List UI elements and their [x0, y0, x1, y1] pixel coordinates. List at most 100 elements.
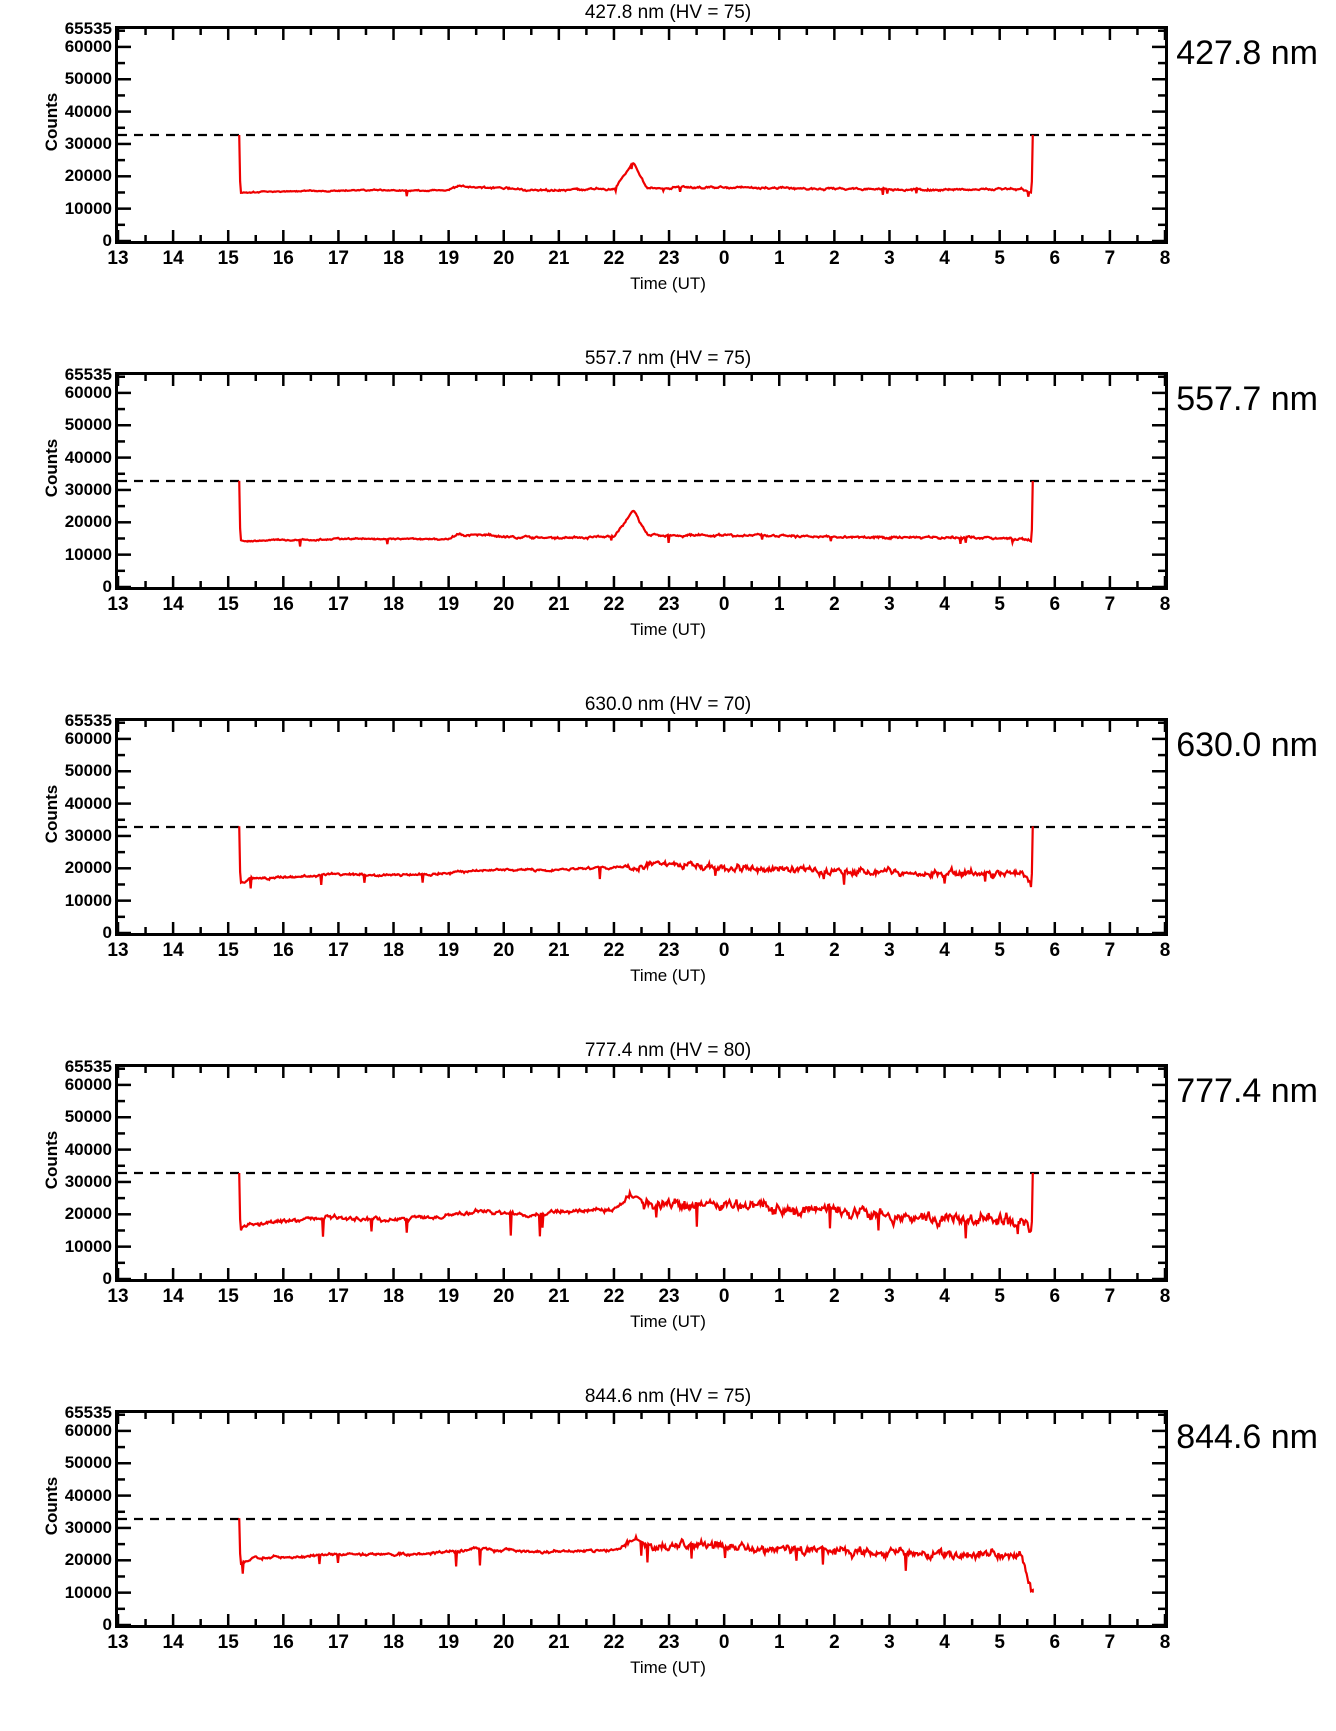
- y-tick-label: 50000: [64, 761, 112, 781]
- y-tick-label: 65535: [64, 1403, 112, 1422]
- x-tick-label: 8: [1159, 1286, 1171, 1307]
- x-tick-label: 14: [162, 1632, 184, 1653]
- x-tick-label: 17: [327, 1286, 349, 1307]
- x-tick-label: 7: [1104, 594, 1116, 615]
- plot-frame: [115, 718, 1168, 936]
- panel-title: 630.0 nm (HV = 70): [584, 694, 752, 715]
- x-tick-label: 18: [382, 1632, 405, 1653]
- x-tick-label: 13: [107, 940, 129, 961]
- panel-annotation: 844.6 nm: [1176, 1418, 1318, 1456]
- plot-area: Counts 65535 60000 50000 40000 30000 20000 100…: [0, 1404, 1336, 1690]
- x-tick-label: 21: [548, 1632, 570, 1653]
- x-tick-label: 20: [493, 594, 515, 615]
- data-trace: [238, 1518, 1034, 1594]
- y-tick-label: 40000: [64, 101, 112, 121]
- x-tick-label: 15: [217, 1632, 239, 1653]
- y-tick-label: 30000: [64, 1517, 112, 1537]
- x-tick-label: 20: [493, 940, 515, 961]
- x-tick-label: 16: [272, 1286, 294, 1307]
- x-tick-label: 3: [884, 940, 895, 961]
- x-tick-label: 5: [994, 594, 1005, 615]
- x-tick-label: 13: [107, 1632, 129, 1653]
- x-tick-label: 6: [1049, 594, 1061, 615]
- y-tick-label: 40000: [64, 1139, 112, 1159]
- x-axis-title: Time (UT): [630, 966, 706, 985]
- x-tick-label: 19: [438, 1632, 460, 1653]
- plot-area: Counts 65535 60000 50000 40000 30000 20000 100…: [0, 712, 1336, 998]
- y-tick-label: 30000: [64, 133, 112, 153]
- plot-canvas: [116, 1413, 1167, 1627]
- y-tick-label: 60000: [64, 36, 112, 56]
- y-tick-label: 50000: [64, 415, 112, 435]
- x-tick-label: 18: [382, 1286, 405, 1307]
- x-tick-label: 15: [217, 248, 239, 269]
- y-tick-label: 0: [102, 923, 112, 942]
- x-tick-label: 15: [217, 940, 239, 961]
- x-tick-label: 13: [107, 594, 129, 615]
- x-tick-label: 5: [994, 248, 1005, 269]
- x-tick-label: 0: [718, 248, 730, 269]
- x-tick-label: 16: [272, 248, 294, 269]
- plot-canvas: [116, 721, 1167, 935]
- y-tick-label: 0: [102, 1269, 112, 1288]
- x-tick-label: 14: [162, 940, 184, 961]
- y-tick-label: 20000: [64, 512, 112, 532]
- panel-title: 557.7 nm (HV = 75): [584, 348, 752, 369]
- x-tick-label: 17: [327, 940, 349, 961]
- plot-area: Counts 65535 60000 50000 40000 30000 20000 100…: [0, 1058, 1336, 1344]
- x-tick-label: 19: [438, 940, 460, 961]
- y-tick-label: 0: [102, 577, 112, 596]
- y-tick-label: 65535: [64, 1057, 112, 1076]
- panel-title: 427.8 nm (HV = 75): [584, 2, 752, 23]
- y-tick-label: 0: [102, 231, 112, 250]
- x-tick-label: 0: [718, 940, 730, 961]
- panel-annotation: 630.0 nm: [1176, 726, 1318, 764]
- x-tick-label: 16: [272, 1632, 294, 1653]
- y-tick-label: 20000: [64, 1204, 112, 1224]
- x-tick-label: 0: [718, 1286, 730, 1307]
- x-tick-label: 13: [107, 248, 129, 269]
- y-tick-label: 20000: [64, 166, 112, 186]
- x-tick-label: 16: [272, 594, 294, 615]
- y-tick-label: 50000: [64, 1453, 112, 1473]
- y-tick-labels: 65535 60000 50000 40000 30000 20000 10000 0: [0, 1404, 112, 1633]
- x-tick-label: 1: [773, 1286, 785, 1307]
- x-tick-label: 8: [1159, 1632, 1171, 1653]
- y-tick-label: 60000: [64, 1420, 112, 1440]
- y-tick-label: 10000: [64, 890, 112, 910]
- y-tick-labels: 65535 60000 50000 40000 30000 20000 10000 0: [0, 20, 112, 249]
- x-axis-title: Time (UT): [630, 1312, 706, 1331]
- x-tick-label: 2: [829, 248, 840, 269]
- x-tick-label: 23: [658, 1632, 680, 1653]
- x-tick-label: 3: [884, 248, 895, 269]
- y-tick-label: 10000: [64, 544, 112, 564]
- x-tick-label: 1: [773, 594, 785, 615]
- x-tick-label: 1: [773, 940, 785, 961]
- y-tick-label: 20000: [64, 858, 112, 878]
- x-tick-label: 23: [658, 940, 680, 961]
- y-tick-label: 10000: [64, 198, 112, 218]
- x-tick-label: 22: [603, 594, 625, 615]
- x-tick-label: 22: [603, 1632, 625, 1653]
- x-tick-label: 5: [994, 940, 1005, 961]
- y-tick-label: 60000: [64, 382, 112, 402]
- plot-canvas: [116, 1067, 1167, 1281]
- panel-4: 844.6 nm (HV = 75) Counts 65535 60000 5000…: [0, 1384, 1336, 1730]
- x-tick-label: 20: [493, 1286, 515, 1307]
- data-trace: [238, 135, 1034, 197]
- y-tick-label: 10000: [64, 1582, 112, 1602]
- plot-area: Counts 65535 60000 50000 40000 30000 20000 100…: [0, 20, 1336, 306]
- x-tick-label: 21: [548, 1286, 570, 1307]
- y-tick-label: 30000: [64, 825, 112, 845]
- x-tick-label: 4: [939, 1632, 950, 1653]
- x-tick-label: 7: [1104, 248, 1116, 269]
- x-tick-label: 17: [327, 1632, 349, 1653]
- plot-area: Counts 65535 60000 50000 40000 30000 20000 100…: [0, 366, 1336, 652]
- x-tick-label: 15: [217, 594, 239, 615]
- x-tick-label: 2: [829, 1286, 840, 1307]
- x-tick-label: 0: [718, 1632, 730, 1653]
- panel-title: 844.6 nm (HV = 75): [584, 1386, 752, 1407]
- x-tick-label: 2: [829, 594, 840, 615]
- x-tick-label: 20: [493, 1632, 515, 1653]
